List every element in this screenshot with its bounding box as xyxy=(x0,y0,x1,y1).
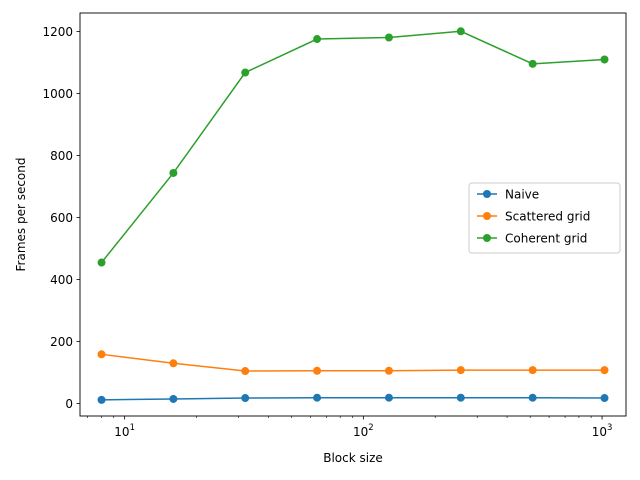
series-line-0 xyxy=(101,396,605,401)
legend-label: Naive xyxy=(505,187,539,201)
data-point xyxy=(313,35,322,44)
data-point xyxy=(456,27,465,36)
data-point xyxy=(600,55,609,64)
data-point xyxy=(384,393,393,402)
data-point xyxy=(456,366,465,375)
data-point xyxy=(528,59,537,68)
y-axis: 0 200 400 600 800 1000 1200 xyxy=(42,25,80,411)
series-layer xyxy=(97,27,609,404)
data-point xyxy=(313,366,322,375)
data-point xyxy=(241,68,250,77)
y-tick-label: 800 xyxy=(50,149,73,163)
axes-frame xyxy=(79,12,627,417)
data-point xyxy=(313,393,322,402)
data-point xyxy=(169,359,178,368)
data-point xyxy=(241,394,250,403)
data-point xyxy=(241,367,250,376)
data-point xyxy=(384,366,393,375)
y-tick-label: 200 xyxy=(50,335,73,349)
data-point xyxy=(97,395,106,404)
data-point xyxy=(528,393,537,402)
y-tick-label: 1200 xyxy=(42,25,73,39)
y-tick-label: 400 xyxy=(50,273,73,287)
legend-box xyxy=(468,182,621,254)
data-point xyxy=(600,394,609,403)
data-point xyxy=(384,33,393,42)
data-point xyxy=(97,350,106,359)
x-tick-label: 103 xyxy=(592,423,613,439)
data-point xyxy=(169,394,178,403)
data-point xyxy=(528,366,537,375)
legend-label: Scattered grid xyxy=(505,209,590,223)
series-line-1 xyxy=(101,353,605,372)
data-point xyxy=(600,366,609,375)
y-tick-label: 1000 xyxy=(42,87,73,101)
x-axis: 101 102 103 xyxy=(87,416,613,439)
y-axis-label: Frames per second xyxy=(14,158,28,272)
legend-label: Coherent grid xyxy=(505,231,587,245)
x-tick-label: 101 xyxy=(114,423,135,439)
legend-swatch-marker xyxy=(483,212,491,220)
data-point xyxy=(169,168,178,177)
y-tick-label: 600 xyxy=(50,211,73,225)
series-line-2 xyxy=(100,30,605,264)
legend-swatch-marker xyxy=(483,190,491,198)
data-point xyxy=(456,393,465,402)
legend: Naive Scattered grid Coherent grid xyxy=(468,182,621,254)
data-point xyxy=(97,258,106,267)
legend-swatch-marker xyxy=(483,234,491,242)
y-tick-label: 0 xyxy=(65,397,73,411)
x-axis-label: Block size xyxy=(323,451,383,465)
x-tick-label: 102 xyxy=(353,423,374,439)
